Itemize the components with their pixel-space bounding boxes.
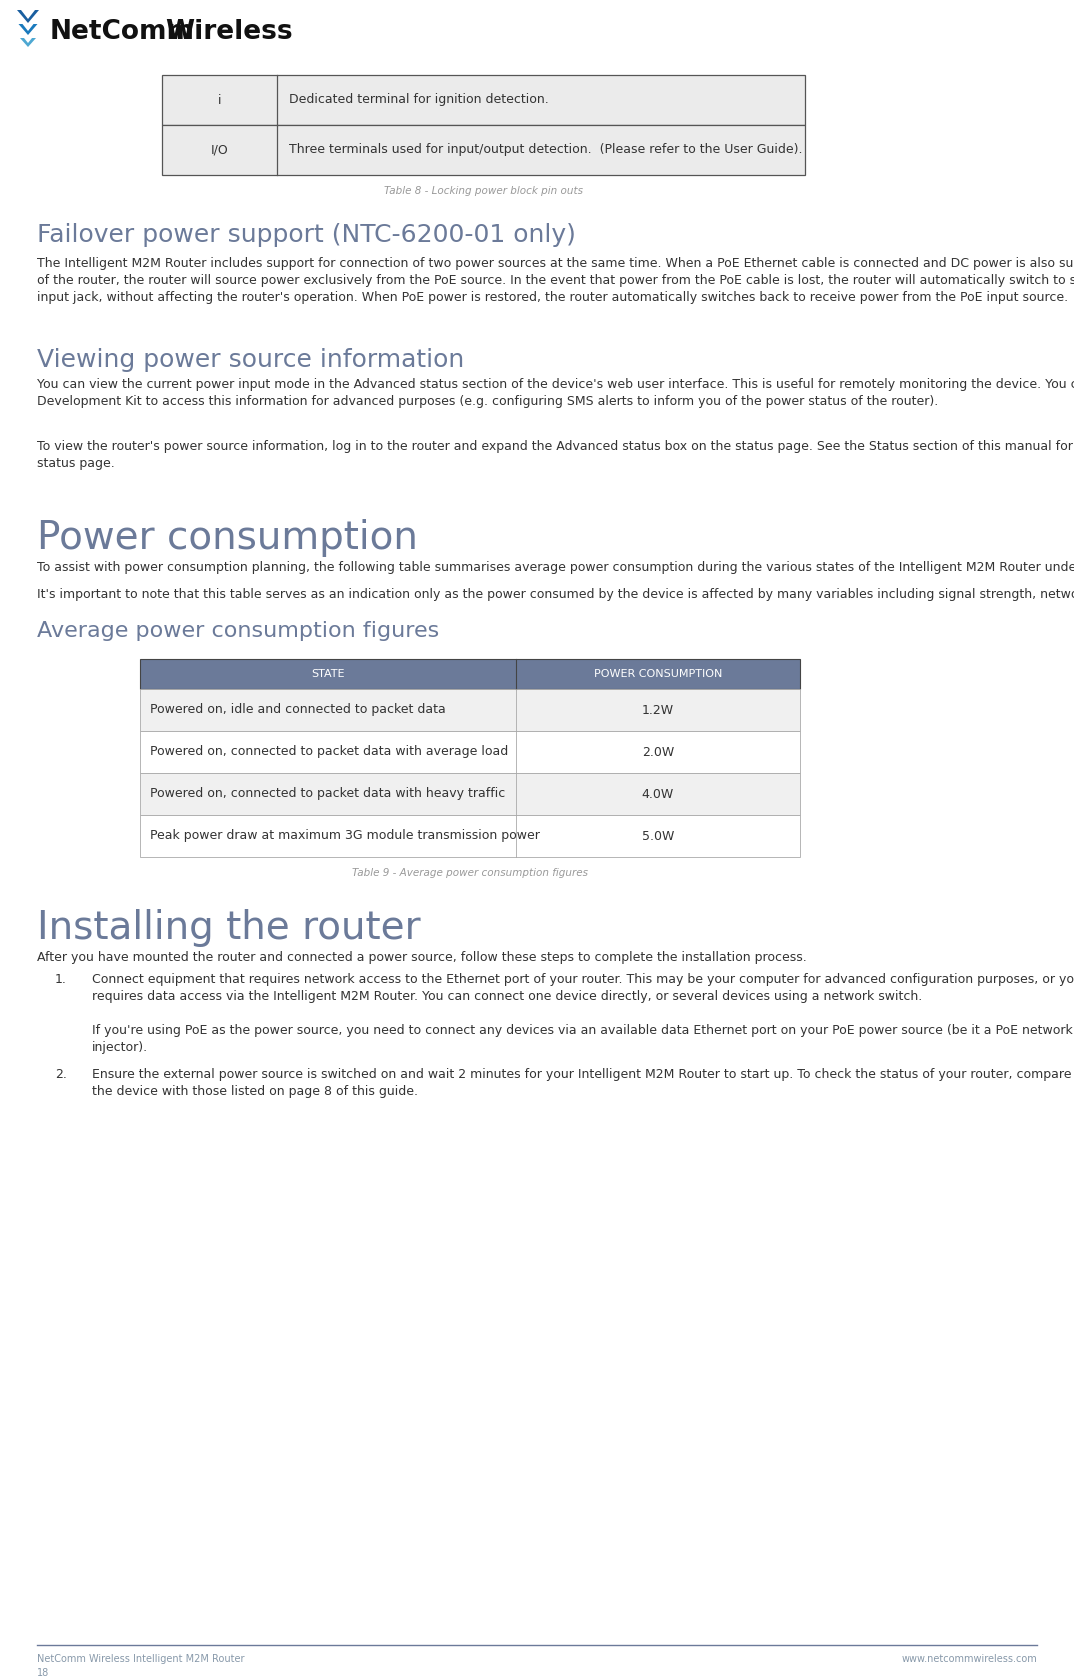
Text: You can view the current power input mode in the Advanced status section of the : You can view the current power input mod… (37, 378, 1074, 391)
Text: Three terminals used for input/output detection.  (Please refer to the User Guid: Three terminals used for input/output de… (289, 143, 802, 156)
Text: 1.2W: 1.2W (642, 704, 674, 717)
Text: requires data access via the Intelligent M2M Router. You can connect one device : requires data access via the Intelligent… (92, 991, 923, 1002)
Text: Development Kit to access this information for advanced purposes (e.g. configuri: Development Kit to access this informati… (37, 395, 939, 408)
Text: NetComm Wireless Intelligent M2M Router: NetComm Wireless Intelligent M2M Router (37, 1654, 245, 1664)
Text: Ensure the external power source is switched on and wait 2 minutes for your Inte: Ensure the external power source is swit… (92, 1068, 1074, 1081)
Text: 4.0W: 4.0W (642, 787, 674, 801)
Text: Powered on, connected to packet data with heavy traffic: Powered on, connected to packet data wit… (150, 787, 505, 801)
Text: 5.0W: 5.0W (642, 829, 674, 843)
Text: www.netcommwireless.com: www.netcommwireless.com (901, 1654, 1037, 1664)
Text: Installing the router: Installing the router (37, 908, 421, 947)
Bar (140, 688, 800, 730)
Text: Viewing power source information: Viewing power source information (37, 348, 464, 373)
Polygon shape (18, 24, 38, 35)
Text: POWER CONSUMPTION: POWER CONSUMPTION (594, 668, 722, 678)
Bar (162, 124, 806, 175)
Text: input jack, without affecting the router's operation. When PoE power is restored: input jack, without affecting the router… (37, 290, 1069, 304)
Text: Dedicated terminal for ignition detection.: Dedicated terminal for ignition detectio… (289, 94, 549, 106)
Text: of the router, the router will source power exclusively from the PoE source. In : of the router, the router will source po… (37, 274, 1074, 287)
Text: To view the router's power source information, log in to the router and expand t: To view the router's power source inform… (37, 440, 1074, 453)
Text: 2.: 2. (55, 1068, 67, 1081)
Text: If you're using PoE as the power source, you need to connect any devices via an : If you're using PoE as the power source,… (92, 1024, 1074, 1038)
Text: Connect equipment that requires network access to the Ethernet port of your rout: Connect equipment that requires network … (92, 974, 1074, 986)
Text: the device with those listed on page 8 of this guide.: the device with those listed on page 8 o… (92, 1085, 418, 1098)
Polygon shape (20, 39, 37, 47)
Text: STATE: STATE (311, 668, 345, 678)
Text: The Intelligent M2M Router includes support for connection of two power sources : The Intelligent M2M Router includes supp… (37, 257, 1074, 270)
Polygon shape (17, 10, 39, 24)
Text: status page.: status page. (37, 457, 115, 470)
Text: Power consumption: Power consumption (37, 519, 418, 557)
Text: It's important to note that this table serves as an indication only as the power: It's important to note that this table s… (37, 588, 1074, 601)
Text: Table 9 - Average power consumption figures: Table 9 - Average power consumption figu… (352, 868, 587, 878)
Text: To assist with power consumption planning, the following table summarises averag: To assist with power consumption plannin… (37, 561, 1074, 574)
Text: Powered on, connected to packet data with average load: Powered on, connected to packet data wit… (150, 745, 508, 759)
Text: Table 8 - Locking power block pin outs: Table 8 - Locking power block pin outs (384, 186, 583, 196)
Bar (140, 658, 800, 688)
Text: Average power consumption figures: Average power consumption figures (37, 621, 439, 641)
Text: 1.: 1. (55, 974, 67, 986)
Text: injector).: injector). (92, 1041, 148, 1054)
Text: i: i (218, 94, 221, 106)
Text: NetComm: NetComm (50, 18, 195, 45)
Text: 18: 18 (37, 1667, 49, 1677)
Text: After you have mounted the router and connected a power source, follow these ste: After you have mounted the router and co… (37, 950, 807, 964)
Bar (162, 76, 806, 124)
Text: Failover power support (NTC-6200-01 only): Failover power support (NTC-6200-01 only… (37, 223, 576, 247)
Bar (140, 730, 800, 772)
Text: I/O: I/O (211, 143, 229, 156)
Bar (140, 814, 800, 856)
Text: Wireless: Wireless (165, 18, 292, 45)
Text: Powered on, idle and connected to packet data: Powered on, idle and connected to packet… (150, 704, 446, 717)
Bar (140, 772, 800, 814)
Text: 2.0W: 2.0W (642, 745, 674, 759)
Text: Peak power draw at maximum 3G module transmission power: Peak power draw at maximum 3G module tra… (150, 829, 540, 843)
